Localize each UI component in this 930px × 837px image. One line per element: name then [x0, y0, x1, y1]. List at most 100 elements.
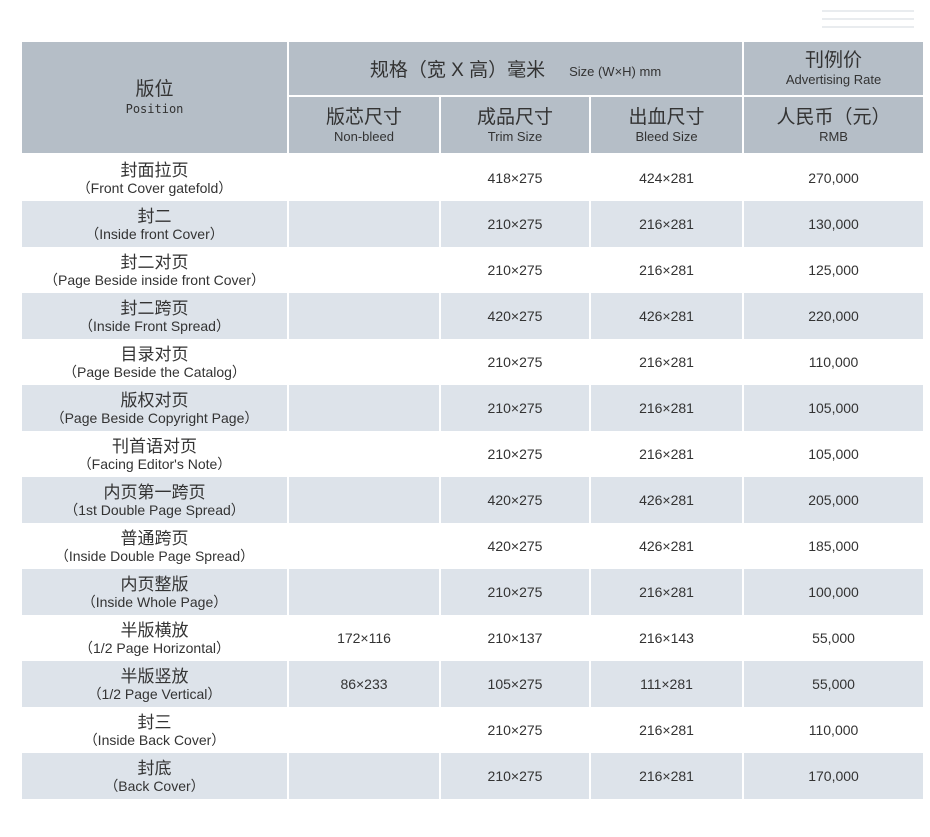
rate-cell: 170,000 [742, 753, 926, 799]
ad-rate-table: 版位 Position 规格（宽 X 高）毫米 Size (W×H) mm 刊例价… [20, 40, 926, 799]
table-row: 半版横放 （1/2 Page Horizontal） 172×116 210×13… [20, 615, 926, 661]
position-cell: 半版竖放 （1/2 Page Vertical） [20, 661, 289, 707]
rate-cell: 130,000 [742, 201, 926, 247]
position-cell: 目录对页 （Page Beside the Catalog） [20, 339, 289, 385]
position-cell: 普通跨页 （Inside Double Page Spread） [20, 523, 289, 569]
nonbleed-cell [287, 569, 441, 615]
trim-cell: 210×275 [439, 339, 591, 385]
trim-cell: 210×275 [439, 431, 591, 477]
table-row: 半版竖放 （1/2 Page Vertical） 86×233 105×275 1… [20, 661, 926, 707]
nonbleed-cell [287, 154, 441, 201]
rate-header-zh: 刊例价 [805, 50, 863, 71]
position-zh: 半版横放 [120, 620, 189, 640]
position-en: （Facing Editor's Note） [77, 455, 232, 472]
position-zh: 封二跨页 [120, 298, 189, 318]
bleed-cell: 216×281 [588, 201, 745, 247]
position-en: （Inside Double Page Spread） [54, 547, 255, 564]
nonbleed-cell [287, 247, 441, 293]
table-header: 版位 Position 规格（宽 X 高）毫米 Size (W×H) mm 刊例价… [20, 40, 926, 155]
rate-header-en: Advertising Rate [785, 72, 882, 87]
bleed-cell: 216×143 [588, 615, 745, 661]
position-en: （Inside Back Cover） [83, 731, 226, 748]
nonbleed-cell [287, 339, 441, 385]
trim-cell: 210×275 [439, 201, 591, 247]
table-row: 普通跨页 （Inside Double Page Spread） 420×275 … [20, 523, 926, 569]
table-row: 封三 （Inside Back Cover） 210×275 216×281 11… [20, 707, 926, 753]
position-cell: 封三 （Inside Back Cover） [20, 707, 289, 753]
position-zh: 封二对页 [120, 252, 189, 272]
trim-header-en: Trim Size [487, 128, 543, 144]
position-en: （Page Beside inside front Cover） [44, 271, 265, 288]
table-row: 封二 （Inside front Cover） 210×275 216×281 1… [20, 201, 926, 247]
trim-cell: 210×275 [439, 707, 591, 753]
bleed-cell: 216×281 [588, 707, 745, 753]
position-cell: 封面拉页 （Front Cover gatefold） [20, 154, 289, 201]
bleed-cell: 426×281 [588, 293, 745, 339]
bleed-cell: 216×281 [588, 753, 745, 799]
rmb-header-zh: 人民币（元） [776, 106, 891, 128]
bleed-cell: 216×281 [588, 569, 745, 615]
nonbleed-cell [287, 385, 441, 431]
bleed-cell: 216×281 [588, 339, 745, 385]
bleed-cell: 426×281 [588, 477, 745, 523]
table-row: 内页整版 （Inside Whole Page） 210×275 216×281 … [20, 569, 926, 615]
rate-group-header: 刊例价 Advertising Rate [742, 40, 926, 97]
position-cell: 内页整版 （Inside Whole Page） [20, 569, 289, 615]
size-header-en: Size (W×H) mm [569, 64, 662, 79]
bleed-header-en: Bleed Size [635, 128, 698, 144]
decorative-line [822, 26, 914, 28]
position-zh: 目录对页 [120, 344, 189, 364]
rate-cell: 55,000 [742, 661, 926, 707]
rmb-header: 人民币（元） RMB [742, 95, 926, 155]
nonbleed-cell [287, 707, 441, 753]
rate-cell: 100,000 [742, 569, 926, 615]
rate-cell: 205,000 [742, 477, 926, 523]
position-zh: 半版竖放 [120, 666, 189, 686]
trim-cell: 420×275 [439, 523, 591, 569]
table-body: 封面拉页 （Front Cover gatefold） 418×275 424×2… [20, 154, 926, 799]
rate-cell: 110,000 [742, 707, 926, 753]
bleed-header-zh: 出血尺寸 [628, 106, 705, 128]
bleed-header: 出血尺寸 Bleed Size [588, 95, 745, 155]
bleed-cell: 216×281 [588, 385, 745, 431]
table-row: 目录对页 （Page Beside the Catalog） 210×275 21… [20, 339, 926, 385]
nonbleed-header-en: Non-bleed [334, 128, 394, 144]
nonbleed-cell [287, 753, 441, 799]
position-zh: 封三 [137, 712, 172, 732]
nonbleed-cell [287, 477, 441, 523]
trim-cell: 420×275 [439, 477, 591, 523]
rate-cell: 105,000 [742, 385, 926, 431]
position-cell: 半版横放 （1/2 Page Horizontal） [20, 615, 289, 661]
trim-header: 成品尺寸 Trim Size [439, 95, 591, 155]
size-group-header: 规格（宽 X 高）毫米 Size (W×H) mm [286, 40, 745, 97]
bleed-cell: 216×281 [588, 247, 745, 293]
trim-header-zh: 成品尺寸 [476, 106, 553, 128]
trim-cell: 420×275 [439, 293, 591, 339]
decorative-line [822, 18, 914, 20]
position-cell: 版权对页 （Page Beside Copyright Page） [20, 385, 289, 431]
position-zh: 刊首语对页 [112, 436, 197, 456]
position-cell: 封底 （Back Cover） [20, 753, 289, 799]
position-en: （1st Double Page Spread） [64, 501, 245, 518]
position-cell: 封二跨页 （Inside Front Spread） [20, 293, 289, 339]
table-row: 封二跨页 （Inside Front Spread） 420×275 426×28… [20, 293, 926, 339]
table-row: 封底 （Back Cover） 210×275 216×281 170,000 [20, 753, 926, 799]
rate-cell: 125,000 [742, 247, 926, 293]
table-row: 封二对页 （Page Beside inside front Cover） 210… [20, 247, 926, 293]
position-en: （Inside front Cover） [85, 225, 224, 242]
trim-cell: 418×275 [439, 154, 591, 201]
position-cell: 刊首语对页 （Facing Editor's Note） [20, 431, 289, 477]
nonbleed-cell [287, 431, 441, 477]
position-en: （Page Beside Copyright Page） [50, 409, 259, 426]
rate-cell: 185,000 [742, 523, 926, 569]
nonbleed-header-zh: 版芯尺寸 [325, 106, 402, 128]
rate-cell: 220,000 [742, 293, 926, 339]
nonbleed-cell [287, 523, 441, 569]
position-header-en: Position [125, 101, 184, 116]
position-en: （Back Cover） [104, 777, 205, 794]
position-cell: 内页第一跨页 （1st Double Page Spread） [20, 477, 289, 523]
rate-cell: 55,000 [742, 615, 926, 661]
nonbleed-cell: 86×233 [287, 661, 441, 707]
position-zh: 封二 [137, 206, 172, 226]
position-zh: 内页整版 [120, 574, 189, 594]
